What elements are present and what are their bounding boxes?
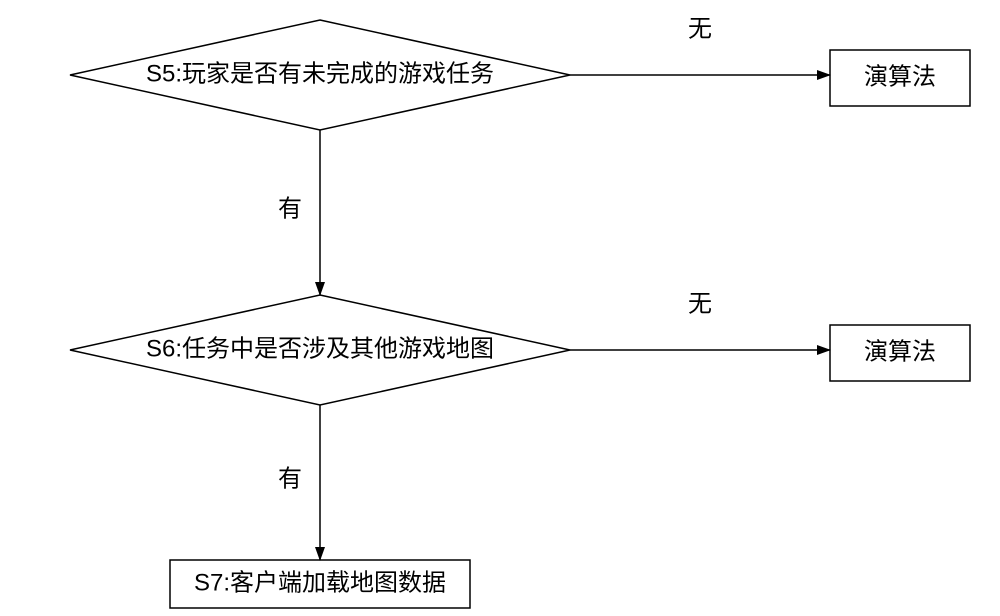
- decision-s6-label: S6:任务中是否涉及其他游戏地图: [146, 335, 494, 362]
- edge-label-e-s6-s7: 有: [278, 465, 302, 492]
- decision-s5: S5:玩家是否有未完成的游戏任务: [70, 20, 570, 130]
- process-s7: S7:客户端加载地图数据: [170, 560, 470, 608]
- edge-label-e-s5-s6: 有: [278, 195, 302, 222]
- edge-label-e-s5-alg1: 无: [688, 15, 712, 42]
- process-alg2: 演算法: [830, 325, 970, 381]
- process-alg2-label: 演算法: [864, 338, 936, 365]
- decision-s6: S6:任务中是否涉及其他游戏地图: [70, 295, 570, 405]
- process-alg1: 演算法: [830, 50, 970, 106]
- edge-label-e-s6-alg2: 无: [688, 290, 712, 317]
- process-s7-label: S7:客户端加载地图数据: [194, 569, 446, 596]
- process-alg1-label: 演算法: [864, 63, 936, 90]
- decision-s5-label: S5:玩家是否有未完成的游戏任务: [146, 60, 494, 87]
